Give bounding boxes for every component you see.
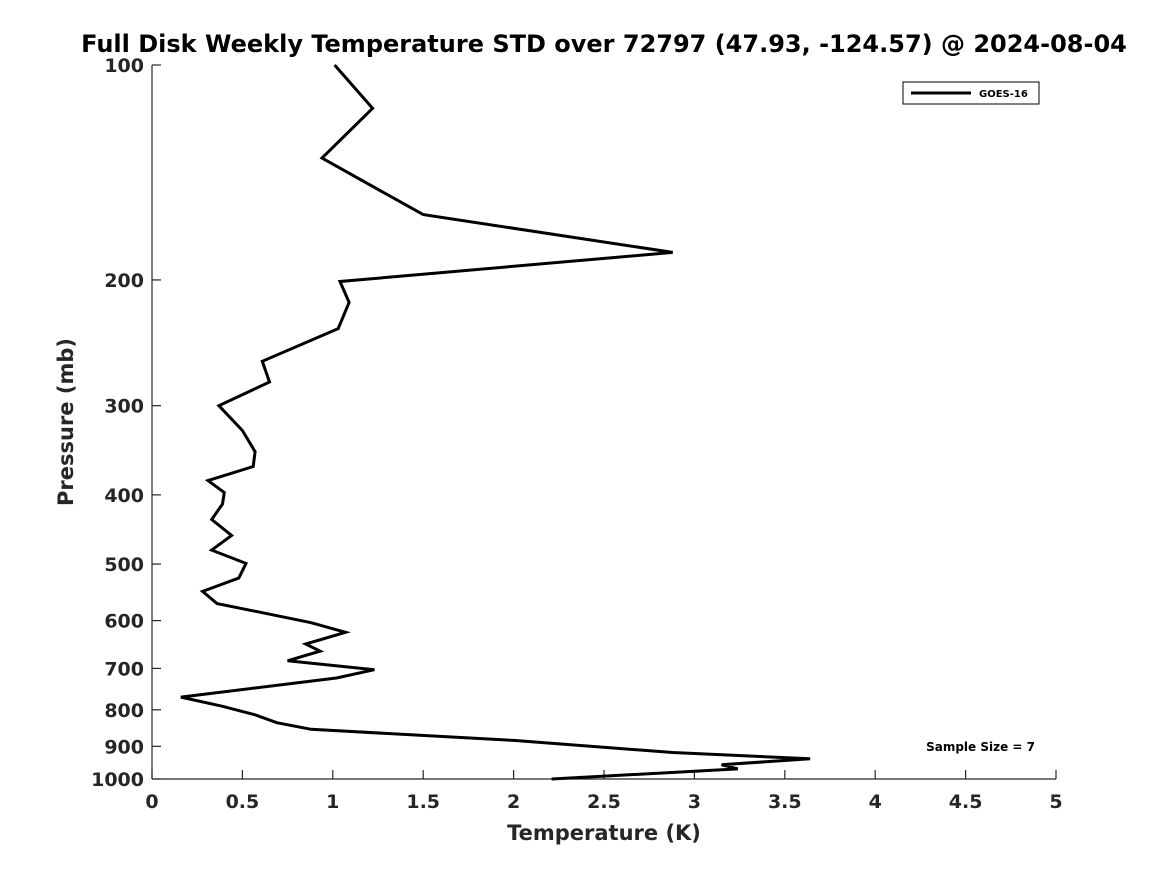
x-tick-label: 1.5 [406, 791, 440, 813]
y-tick-label: 300 [104, 396, 144, 418]
x-tick-label: 3 [688, 791, 701, 813]
x-tick-label: 1 [326, 791, 339, 813]
axes: 0 0.5 1 1.5 2 2.5 3 3.5 4 4.5 5 100 200 300 400 500 600 7… [91, 55, 1063, 813]
x-axis-label: Temperature (K) [507, 821, 701, 845]
x-tick-label: 4 [869, 791, 882, 813]
x-tick-label: 0.5 [226, 791, 260, 813]
y-tick-label: 400 [104, 485, 144, 507]
x-tick-label: 4.5 [949, 791, 983, 813]
y-tick-label: 1000 [91, 769, 144, 791]
legend-label: GOES-16 [979, 89, 1028, 100]
x-tick-label: 2.5 [587, 791, 621, 813]
y-tick-label: 500 [104, 554, 144, 576]
x-tick-label: 5 [1049, 791, 1062, 813]
chart-title: Full Disk Weekly Temperature STD over 72… [81, 30, 1127, 58]
sample-size-annotation: Sample Size = 7 [926, 740, 1035, 754]
y-tick-label: 900 [104, 736, 144, 758]
y-tick-label: 800 [104, 700, 144, 722]
x-tick-label: 3.5 [768, 791, 802, 813]
y-tick-label: 100 [104, 55, 144, 77]
x-tick-label: 0 [145, 791, 158, 813]
y-tick-label: 200 [104, 270, 144, 292]
y-tick-label: 600 [104, 611, 144, 633]
series-line-0 [180, 64, 811, 781]
y-tick-label: 700 [104, 658, 144, 680]
x-tick-label: 2 [507, 791, 520, 813]
legend: GOES-16 [902, 81, 1040, 105]
y-axis-label: Pressure (mb) [54, 338, 78, 506]
series-lines [180, 64, 811, 781]
